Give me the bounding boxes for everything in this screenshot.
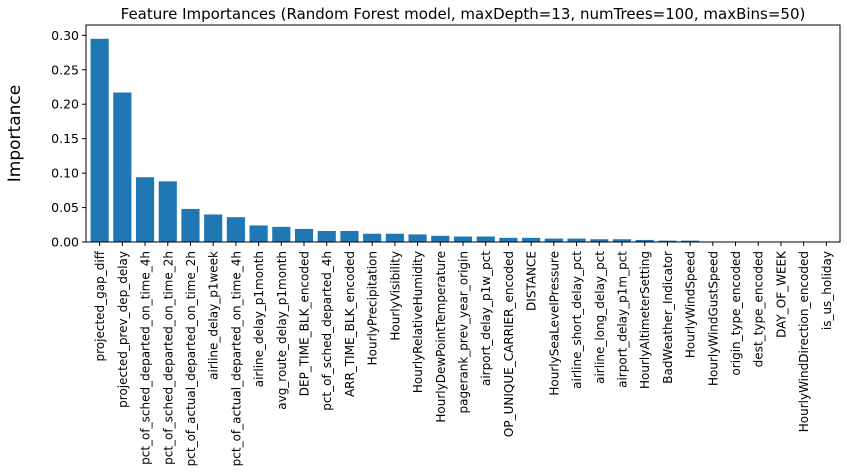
x-tick-label: HourlyPrecipitation bbox=[366, 251, 380, 365]
x-tick-label: HourlySeaLevelPressure bbox=[547, 251, 561, 396]
y-axis-ticks: 0.00 0.05 0.10 0.15 0.20 0.25 0.30 bbox=[51, 28, 86, 250]
y-tick-label: 0.05 bbox=[51, 200, 79, 215]
bar-10 bbox=[295, 229, 313, 242]
x-tick-label: projected_prev_dep_delay bbox=[116, 251, 130, 408]
bar-2 bbox=[113, 93, 131, 242]
bar-14 bbox=[386, 234, 404, 242]
x-tick-label: HourlyWindGustSpeed bbox=[706, 251, 720, 386]
x-tick-label: pct_of_sched_departed_4h bbox=[320, 251, 334, 411]
bar-19 bbox=[499, 238, 517, 242]
x-tick-label: ARR_TIME_BLK_encoded bbox=[343, 251, 357, 397]
x-tick-label: airline_delay_p1month bbox=[252, 251, 266, 387]
y-tick-label: 0.10 bbox=[51, 166, 79, 181]
bar-6 bbox=[204, 214, 222, 242]
bar-21 bbox=[545, 239, 563, 242]
x-tick-label: pct_of_sched_departed_on_time_4h bbox=[139, 251, 153, 465]
x-tick-label: pct_of_actual_departed_on_time_2h bbox=[184, 251, 198, 466]
x-tick-label: pagerank_prev_year_origin bbox=[457, 251, 471, 414]
x-tick-label: dest_type_encoded bbox=[752, 251, 766, 367]
bar-7 bbox=[227, 217, 245, 242]
bars-group bbox=[91, 39, 836, 242]
y-tick-label: 0.20 bbox=[51, 97, 79, 112]
bar-5 bbox=[181, 209, 199, 242]
bar-18 bbox=[477, 236, 495, 242]
x-tick-label: pct_of_actual_departed_on_time_4h bbox=[229, 251, 243, 466]
bar-8 bbox=[250, 225, 268, 242]
x-tick-label: HourlyDewPointTemperature bbox=[434, 251, 448, 423]
x-tick-label: DEP_TIME_BLK_encoded bbox=[298, 251, 312, 396]
x-tick-label: airline_delay_p1week bbox=[207, 251, 221, 380]
y-tick-label: 0.15 bbox=[51, 131, 79, 146]
bar-20 bbox=[522, 238, 540, 242]
x-tick-label: DAY_OF_WEEK bbox=[774, 250, 788, 338]
bar-3 bbox=[136, 177, 154, 242]
x-axis-ticks: projected_gap_diff projected_prev_dep_del… bbox=[93, 242, 834, 466]
y-tick-label: 0.00 bbox=[51, 235, 79, 250]
x-tick-label: HourlyVisibility bbox=[388, 251, 402, 341]
x-tick-label: DISTANCE bbox=[525, 251, 539, 311]
bar-1 bbox=[91, 39, 109, 242]
bar-9 bbox=[272, 227, 290, 242]
y-tick-label: 0.30 bbox=[51, 28, 79, 43]
x-tick-label: HourlyWindDirection_encoded bbox=[797, 251, 811, 432]
bar-4 bbox=[159, 181, 177, 242]
x-tick-label: projected_gap_diff bbox=[93, 250, 107, 361]
x-tick-label: airline_short_delay_pct bbox=[570, 251, 584, 389]
bar-16 bbox=[431, 236, 449, 242]
bar-13 bbox=[363, 234, 381, 242]
x-tick-label: HourlyAltimeterSetting bbox=[638, 251, 652, 389]
x-tick-label: airport_delay_p1w_pct bbox=[479, 251, 493, 386]
x-tick-label: avg_route_delay_p1month bbox=[275, 251, 289, 410]
y-tick-label: 0.25 bbox=[51, 62, 79, 77]
x-tick-label: airport_delay_p1m_pct bbox=[615, 251, 629, 388]
x-tick-label: HourlyWindSpeed bbox=[684, 251, 698, 358]
x-tick-label: BadWeather_Indicator bbox=[661, 251, 675, 384]
bar-15 bbox=[408, 234, 426, 242]
x-tick-label: airline_long_delay_pct bbox=[593, 251, 607, 384]
y-axis-label: Importance bbox=[5, 85, 25, 182]
bar-22 bbox=[567, 239, 585, 242]
bar-17 bbox=[454, 236, 472, 242]
x-tick-label: pct_of_sched_departed_on_time_2h bbox=[161, 251, 175, 465]
x-tick-label: origin_type_encoded bbox=[729, 251, 743, 376]
x-tick-label: is_us_holiday bbox=[820, 251, 834, 330]
bar-12 bbox=[340, 231, 358, 242]
bar-11 bbox=[318, 231, 336, 242]
x-tick-label: OP_UNIQUE_CARRIER_encoded bbox=[502, 251, 516, 437]
x-tick-label: HourlyRelativeHumidity bbox=[411, 251, 425, 393]
chart-title: Feature Importances (Random Forest model… bbox=[121, 5, 806, 23]
